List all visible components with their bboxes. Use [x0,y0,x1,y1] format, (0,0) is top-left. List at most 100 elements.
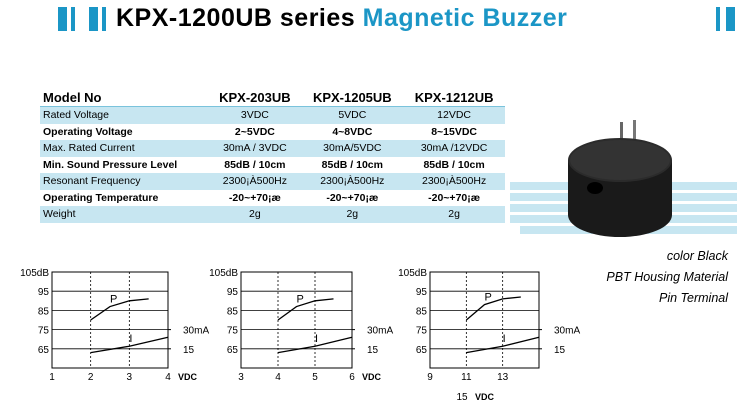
x-tick-label: 6 [349,372,355,383]
y2-tick-label: 15 [183,345,195,356]
feature: Pin Terminal [658,291,728,305]
x-tick-label: 4 [275,372,281,383]
x-tick-label: 11 [461,372,472,383]
decor-bar [716,7,720,31]
y-tick-label: 105dB [398,268,427,279]
decor-bar [71,7,75,31]
plot-frame [429,271,540,369]
x-tick-label: 2 [88,372,94,383]
table-row: Max. Rated Current 30mA / 3VDC 30mA/5VDC 30… [40,140,505,157]
title-highlight: Magnetic Buzzer [362,4,568,32]
table-cell: 30mA /12VDC [403,140,505,157]
table-cell: 30mA / 3VDC [208,140,302,157]
x-tick-label: 3 [127,372,133,383]
table-cell: 2~5VDC [234,125,275,138]
x-unit: VDC [362,372,382,382]
buzzer [568,120,672,237]
feature: PBT Housing Material [606,270,728,284]
table-cell: 8~15VDC [431,125,478,138]
curve [466,336,540,354]
x-tick-label: 9 [427,372,433,383]
table-row: Operating Voltage 2~5VDC 4~8VDC 8~15VDC [40,124,505,141]
table-cell: 5VDC [301,106,404,124]
y-tick-label: 65 [227,345,239,356]
decor-bar [726,7,735,31]
title: KPX-1200UB series Magnetic Buzzer [116,4,567,33]
x-tick-label: 4 [165,372,171,383]
x-unit: VDC [178,372,198,382]
y-tick-label: 85 [416,306,428,317]
table-row: Min. Sound Pressure Level 85dB / 10cm 85dB… [40,157,505,174]
table-cell: 85dB / 10cm [423,158,485,171]
y-tick-label: 85 [227,306,239,317]
curve-label: P [485,292,492,304]
y-tick-label: 105dB [20,268,49,279]
table-cell: 4~8VDC [332,125,373,138]
y2-tick-label: 30mA [554,326,580,337]
decor-bar [58,7,67,31]
title-text: KPX-1200UB series [116,4,356,32]
table-cell: -20~+70¡æ [428,191,481,204]
table-cell: Operating Temperature [43,191,159,204]
table-cell: 2300¡À500Hz [208,173,302,190]
table-header-row: Model No KPX-203UB KPX-1205UB KPX-1212UB [40,89,505,107]
table-cell: 12VDC [403,106,505,124]
plot-frame [51,271,169,369]
x-tick-label: 13 [497,372,509,383]
header-cell: KPX-1205UB [301,89,404,107]
table-cell: Resonant Frequency [40,173,209,190]
x-tick-label: 1 [49,372,55,383]
curve [277,336,353,354]
table-cell: Max. Rated Current [40,140,209,157]
curve-label: I [503,333,506,345]
table-row: Operating Temperature -20~+70¡æ -20~+70¡æ -… [40,190,505,207]
y-tick-label: 85 [38,306,50,317]
table-cell: -20~+70¡æ [228,191,281,204]
table-cell: 2g [301,206,404,223]
table-cell: 3VDC [208,106,302,124]
table-cell: 85dB / 10cm [224,158,286,171]
y-tick-label: 75 [38,326,50,337]
y2-tick-label: 30mA [183,326,209,337]
curve [90,336,169,354]
spec-table: Model No KPX-203UB KPX-1205UB KPX-1212UB Rat… [40,89,505,223]
y-tick-label: 75 [227,326,239,337]
table-cell: Rated Voltage [40,106,209,124]
table-row: Resonant Frequency 2300¡À500Hz 2300¡À500Hz… [40,173,505,190]
table-cell: -20~+70¡æ [326,191,379,204]
curve-label: I [129,333,132,345]
table-cell: 30mA/5VDC [301,140,404,157]
decor-bar [89,7,98,31]
curve-label: P [110,294,117,306]
table-cell: Operating Voltage [43,125,133,138]
header-cell: Model No [40,89,209,107]
curve-label: I [315,333,318,345]
x-tick-label: 3 [238,372,244,383]
y-tick-label: 95 [227,287,239,298]
header-cell: KPX-203UB [208,89,302,107]
x-tick-label: 5 [312,372,318,383]
table-cell: 2g [403,206,505,223]
table-row: Rated Voltage 3VDC 5VDC 12VDC [40,106,505,124]
y-tick-label: 95 [38,287,50,298]
curve [277,298,334,321]
table-cell: 85dB / 10cm [321,158,383,171]
table-row: Weight 2g 2g 2g [40,206,505,223]
y-tick-label: 75 [416,326,428,337]
table-cell: 2g [208,206,302,223]
y-tick-label: 65 [38,345,50,356]
table-cell: Min. Sound Pressure Level [43,158,178,171]
table-cell: 2300¡À500Hz [301,173,404,190]
y-tick-label: 95 [416,287,428,298]
header-cell: KPX-1212UB [403,89,505,107]
plot-frame [240,271,353,369]
curve [465,296,521,321]
y-tick-label: 65 [416,345,428,356]
decor-bar [102,7,106,31]
y2-tick-label: 30mA [367,326,393,337]
product-image [510,120,737,237]
y2-tick-label: 15 [367,345,379,356]
x-unit: VDC [475,392,495,402]
